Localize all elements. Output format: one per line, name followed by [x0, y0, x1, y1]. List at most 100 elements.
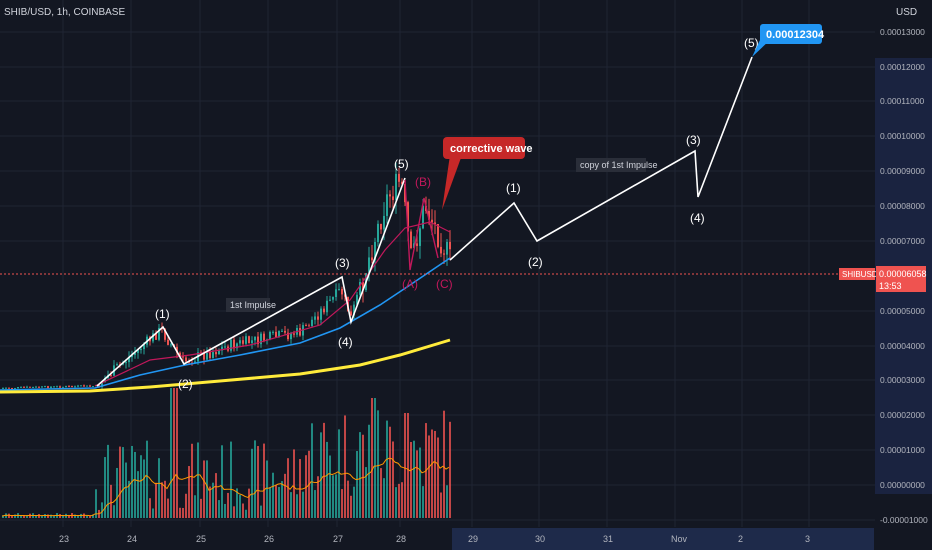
volume-bar	[104, 457, 106, 518]
volume-bar	[119, 446, 121, 518]
volume-bar	[95, 489, 97, 518]
volume-bar	[380, 468, 382, 518]
volume-bar	[80, 513, 82, 518]
candle	[5, 387, 7, 389]
volume-bar	[167, 498, 169, 518]
volume-bar	[170, 388, 172, 518]
candle	[89, 385, 91, 387]
price-tick-label: 0.00011000	[880, 96, 925, 106]
volume-bar	[98, 509, 100, 518]
volume-bar	[20, 515, 22, 518]
candle	[170, 344, 172, 346]
volume-bar	[341, 489, 343, 518]
volume-bar	[41, 515, 43, 518]
volume-bar	[320, 432, 322, 518]
candle	[254, 336, 256, 341]
volume-bar	[362, 434, 364, 518]
candle	[428, 211, 430, 220]
price-tick-label: 0.00000000	[880, 480, 925, 490]
volume-bar	[389, 426, 391, 518]
candle	[260, 333, 262, 345]
price-tick-label: 0.00008000	[880, 201, 925, 211]
candle	[101, 382, 103, 387]
candle	[248, 336, 250, 344]
candle	[83, 385, 85, 387]
volume-bar	[35, 515, 37, 518]
volume-bar	[143, 459, 145, 518]
volume-bar	[203, 460, 205, 518]
volume-bar	[206, 460, 208, 518]
volume-bar	[395, 487, 397, 518]
corrective-wave-line	[404, 179, 439, 271]
candle	[158, 327, 160, 340]
volume-bar	[428, 435, 430, 518]
volume-bar	[188, 466, 190, 518]
candle	[20, 386, 22, 388]
volume-bar	[59, 514, 61, 518]
first-impulse-box	[226, 298, 270, 312]
volume-bar	[158, 458, 160, 518]
volume-bar	[266, 460, 268, 518]
time-tick-label: 28	[396, 534, 406, 544]
volume-bar	[269, 487, 271, 518]
corrective-wave-box	[443, 137, 525, 159]
candles	[2, 162, 451, 390]
candle	[446, 241, 448, 255]
volume-bar	[281, 481, 283, 518]
volume-bar	[227, 492, 229, 518]
volume-bar	[11, 515, 13, 518]
volume-bar	[101, 502, 103, 518]
volume-bar	[416, 450, 418, 518]
volume-bar	[386, 420, 388, 518]
candle	[185, 357, 187, 362]
volume-bar	[155, 482, 157, 518]
candle	[401, 181, 403, 185]
candle	[35, 386, 37, 388]
volume-bar	[251, 448, 253, 518]
volume-bar	[446, 485, 448, 518]
time-axis[interactable]: 23 24 25 26 27 28 29 30 31 Nov 2 3	[59, 534, 810, 544]
volume-bar	[323, 422, 325, 518]
price-tick-label: 0.00010000	[880, 131, 925, 141]
candle	[383, 215, 385, 230]
candle	[221, 346, 223, 351]
target-price-badge	[760, 24, 822, 44]
candle	[8, 387, 10, 389]
candle	[326, 300, 328, 313]
candle	[392, 196, 394, 201]
candle	[329, 299, 331, 301]
volume-bar	[335, 474, 337, 518]
price-tick-label: -0.00001000	[880, 515, 928, 525]
volume-bar	[233, 506, 235, 518]
price-axis[interactable]: 0.00013000 0.00012000 0.00011000 0.00010000…	[880, 27, 928, 525]
volume-bar	[179, 507, 181, 518]
candle	[164, 329, 166, 340]
candle	[167, 339, 169, 345]
candle	[341, 288, 343, 295]
price-tick-label: 0.00005000	[880, 306, 925, 316]
volume-bar	[398, 483, 400, 518]
currency-label[interactable]: USD	[896, 7, 917, 18]
volume-bar	[344, 415, 346, 518]
projection-label-1: (1)	[506, 181, 521, 195]
wave-label-4: (4)	[338, 335, 353, 349]
candle	[23, 386, 25, 388]
projection-wave-line	[449, 56, 753, 261]
volume-bar	[374, 398, 376, 518]
candle	[362, 282, 364, 291]
volume-bar	[26, 515, 28, 518]
candle	[155, 333, 157, 340]
symbol-header: SHIB/USD, 1h, COINBASE	[4, 7, 125, 18]
volume-bar	[317, 476, 319, 518]
wave-label-3: (3)	[335, 256, 350, 270]
projection-label-2: (2)	[528, 255, 543, 269]
volume-bar	[293, 449, 295, 518]
time-tick-label: 26	[264, 534, 274, 544]
volume-bar	[296, 494, 298, 518]
candle	[131, 354, 133, 358]
volume-bar	[410, 441, 412, 518]
ema-red-line	[94, 221, 451, 387]
projection-label-5: (5)	[744, 36, 759, 50]
candle	[26, 386, 28, 388]
